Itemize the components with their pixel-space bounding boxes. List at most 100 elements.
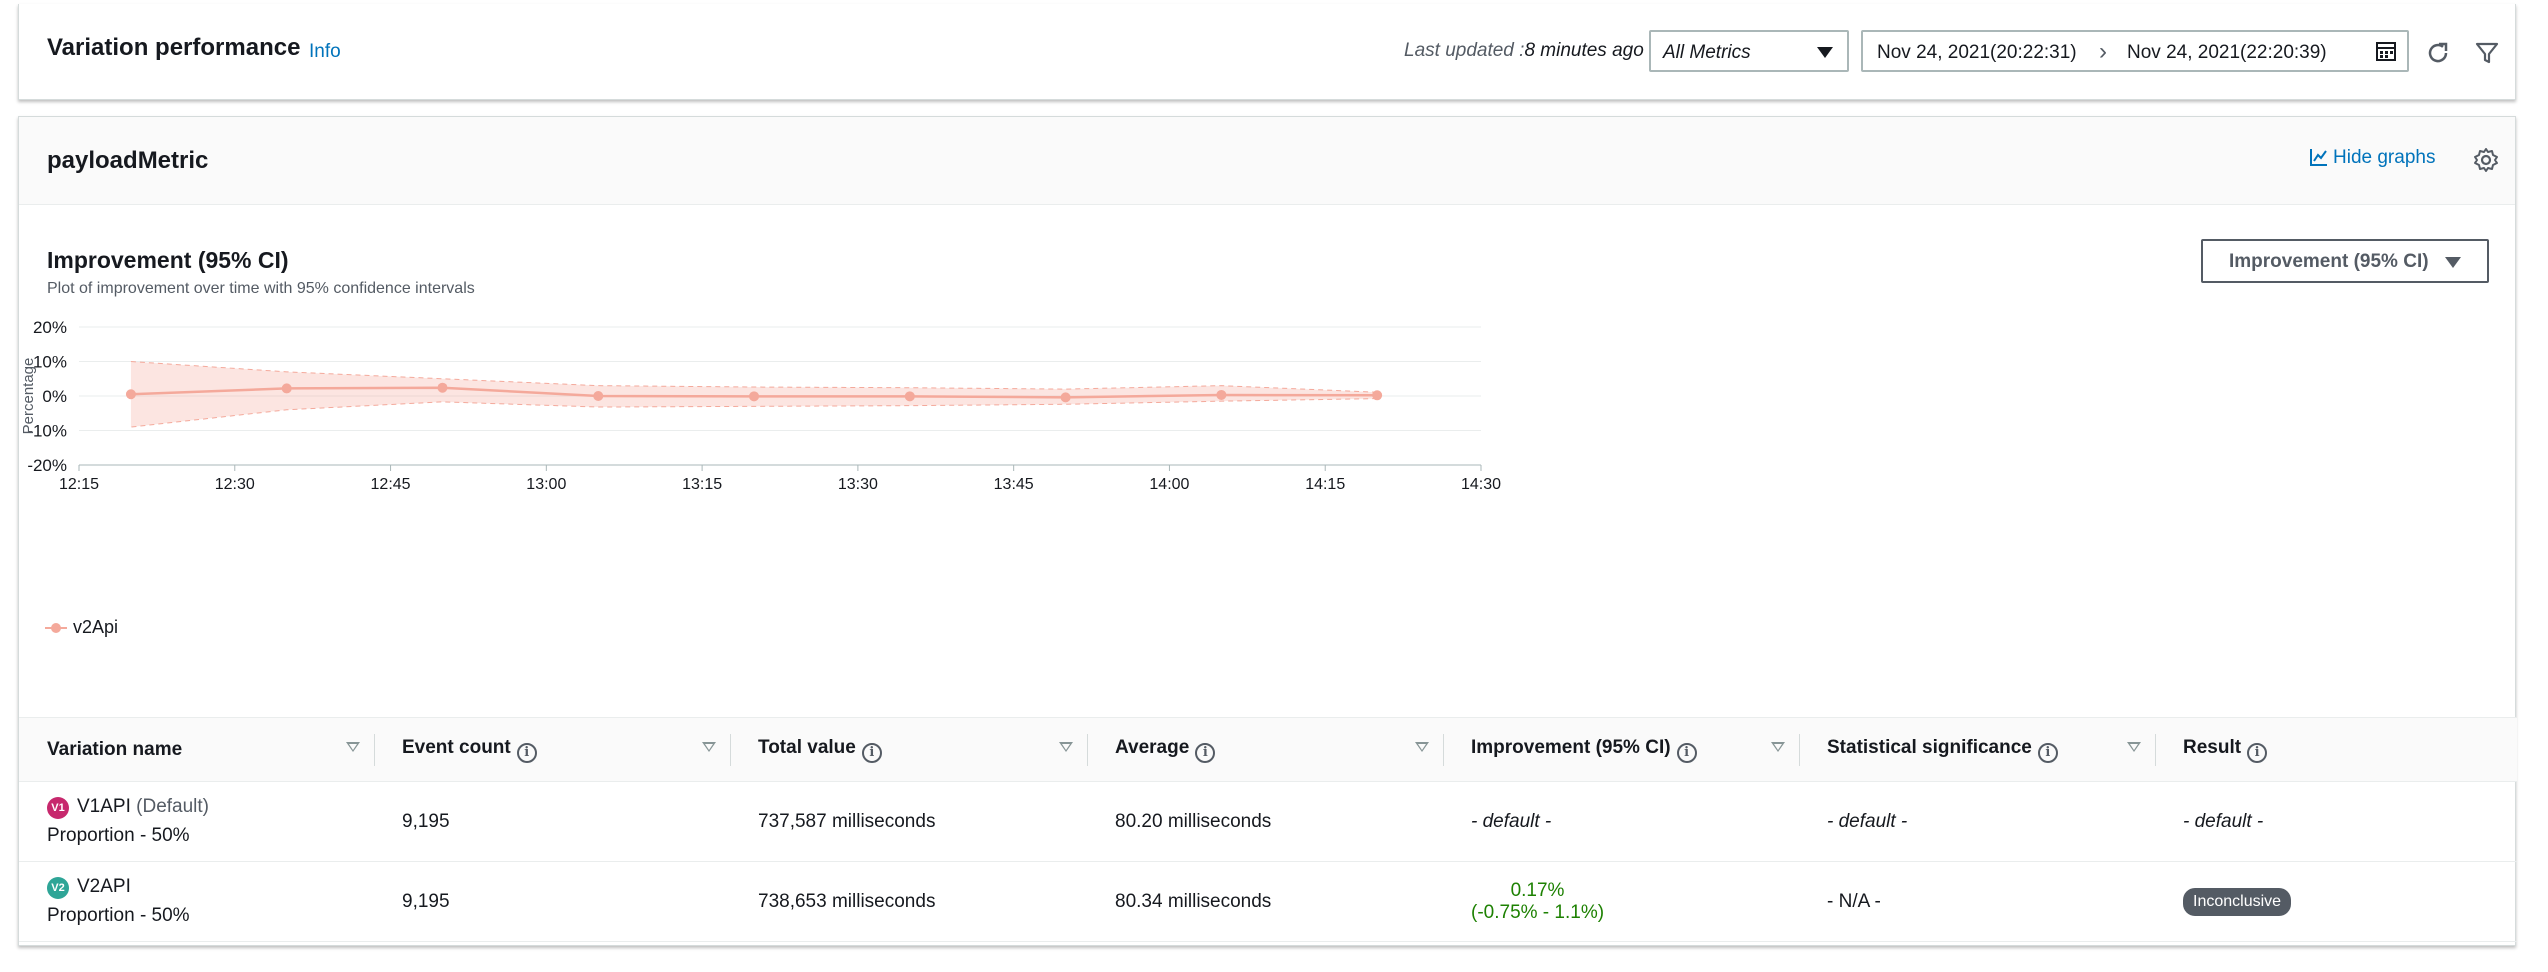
x-tick-label: 14:00 <box>1149 476 1189 493</box>
info-icon[interactable]: i <box>2037 742 2058 763</box>
data-point <box>281 383 292 394</box>
event-count-cell: 9,195 <box>374 781 730 862</box>
caret-down-icon <box>2445 257 2461 268</box>
info-icon[interactable]: i <box>1195 742 1216 763</box>
x-tick-label: 13:30 <box>838 476 878 493</box>
last-updated-text: Last updated :8 minutes ago <box>1404 40 1644 62</box>
date-range-picker[interactable]: Nov 24, 2021(20:22:31) › Nov 24, 2021(22… <box>1861 30 2409 72</box>
x-tick-label: 13:45 <box>994 476 1034 493</box>
variation-name: V1API <box>77 796 131 817</box>
metric-panel: payloadMetric Hide graphs Improvement (9… <box>18 116 2517 946</box>
improvement-chart: 20% 10% 0% -10% -20%12:15 12:30 12:45 13:00 13:1… <box>20 318 1501 493</box>
chart-legend[interactable]: v2Api <box>45 617 118 638</box>
improvement-ci: (-0.75% - 1.1%) <box>1471 901 1605 923</box>
table-row: V1 V1API (Default) Proportion - 50% 9,195… <box>19 781 2517 862</box>
x-tick-label: 12:15 <box>59 476 99 493</box>
y-tick-label: -20% <box>27 456 67 475</box>
result-badge: Inconclusive <box>2183 887 2292 916</box>
sort-icon[interactable] <box>702 742 716 752</box>
sort-icon[interactable] <box>1059 742 1073 752</box>
sort-icon[interactable] <box>1415 742 1429 752</box>
col-header-variation-name[interactable]: Variation name <box>19 717 374 782</box>
data-point <box>1060 392 1071 403</box>
y-tick-label: 10% <box>33 353 67 372</box>
variation-performance-header: Variation performance Info Last updated … <box>18 4 2516 100</box>
x-tick-label: 12:45 <box>371 476 411 493</box>
date-range-start: Nov 24, 2021(20:22:31) <box>1877 42 2077 63</box>
table-row: V2 V2API Proportion - 50% 9,195 738,653 m… <box>19 861 2517 942</box>
improvement-cell: 0.17% (-0.75% - 1.1%) <box>1443 861 1799 942</box>
col-header-average[interactable]: Average i <box>1087 717 1443 782</box>
data-point <box>1216 389 1227 400</box>
average-cell: 80.20 milliseconds <box>1087 781 1443 862</box>
total-value-cell: 737,587 milliseconds <box>730 781 1087 862</box>
info-link[interactable]: Info <box>309 41 341 62</box>
y-tick-label: 0% <box>42 387 67 406</box>
x-tick-label: 13:15 <box>682 476 722 493</box>
line-chart-icon <box>2310 149 2327 166</box>
col-header-result: Result i <box>2155 717 2517 782</box>
data-point <box>1372 390 1383 401</box>
info-icon[interactable]: i <box>516 742 537 763</box>
filter-icon[interactable] <box>2474 40 2500 66</box>
x-tick-label: 14:30 <box>1461 476 1501 493</box>
table-header-row: Variation name Event count i Total value i… <box>19 717 2517 782</box>
variation-badge: V2 <box>47 877 69 899</box>
variation-proportion: Proportion - 50% <box>47 905 190 926</box>
y-tick-label: 20% <box>33 318 67 337</box>
legend-swatch <box>45 623 67 634</box>
chevron-right-icon: › <box>2099 38 2107 65</box>
metric-name: payloadMetric <box>47 147 209 174</box>
info-icon[interactable]: i <box>2247 742 2268 763</box>
ci-lower-line <box>130 398 1378 428</box>
sort-icon[interactable] <box>2127 742 2141 752</box>
variation-name-cell: V1 V1API (Default) Proportion - 50% <box>19 781 374 862</box>
metric-select[interactable]: All Metrics <box>1649 30 1849 72</box>
info-icon[interactable]: i <box>1676 742 1697 763</box>
legend-label: v2Api <box>73 617 119 637</box>
caret-down-icon <box>1817 47 1833 58</box>
event-count-cell: 9,195 <box>374 861 730 942</box>
significance-cell: - default - <box>1799 781 2155 862</box>
data-point <box>904 391 915 402</box>
last-updated-label: Last updated : <box>1404 40 1525 61</box>
chart-title: Improvement (95% CI) <box>47 247 289 273</box>
calendar-icon <box>2376 42 2396 61</box>
average-cell: 80.34 milliseconds <box>1087 861 1443 942</box>
chart-type-select-value: Improvement (95% CI) <box>2229 251 2429 272</box>
col-header-total-value[interactable]: Total value i <box>730 717 1087 782</box>
hide-graphs-link[interactable]: Hide graphs <box>2309 147 2435 169</box>
improvement-cell: - default - <box>1443 781 1799 862</box>
gear-icon[interactable] <box>2473 147 2499 173</box>
data-point <box>593 391 604 401</box>
metric-select-value: All Metrics <box>1663 42 1751 63</box>
sort-icon[interactable] <box>1771 742 1785 752</box>
col-header-improvement[interactable]: Improvement (95% CI) i <box>1443 717 1799 782</box>
default-label: (Default) <box>136 796 210 817</box>
sort-icon[interactable] <box>346 742 360 752</box>
metric-panel-header: payloadMetric Hide graphs <box>19 117 2515 205</box>
data-point <box>749 391 760 402</box>
hide-graphs-label: Hide graphs <box>2333 147 2436 168</box>
total-value-cell: 738,653 milliseconds <box>730 861 1087 942</box>
page-title: Variation performance <box>47 34 301 61</box>
significance-cell: - N/A - <box>1799 861 2155 942</box>
result-cell: Inconclusive <box>2155 861 2517 942</box>
chart-subtitle: Plot of improvement over time with 95% c… <box>47 280 475 297</box>
data-point <box>437 382 448 393</box>
info-icon[interactable]: i <box>861 742 882 763</box>
date-range-end: Nov 24, 2021(22:20:39) <box>2127 42 2327 63</box>
ci-upper-line <box>130 361 1378 393</box>
col-header-statistical-significance[interactable]: Statistical significance i <box>1799 717 2155 782</box>
col-header-event-count[interactable]: Event count i <box>374 717 730 782</box>
data-point <box>125 389 136 400</box>
y-axis-label: Percentage <box>20 358 37 435</box>
result-cell: - default - <box>2155 781 2517 862</box>
variation-name-cell: V2 V2API Proportion - 50% <box>19 861 374 942</box>
refresh-icon[interactable] <box>2425 40 2451 66</box>
x-tick-label: 14:15 <box>1305 476 1345 493</box>
results-table: Variation name Event count i Total value i… <box>19 717 2517 942</box>
chart-type-select[interactable]: Improvement (95% CI) <box>2201 239 2489 283</box>
last-updated-value: 8 minutes ago <box>1524 40 1644 61</box>
